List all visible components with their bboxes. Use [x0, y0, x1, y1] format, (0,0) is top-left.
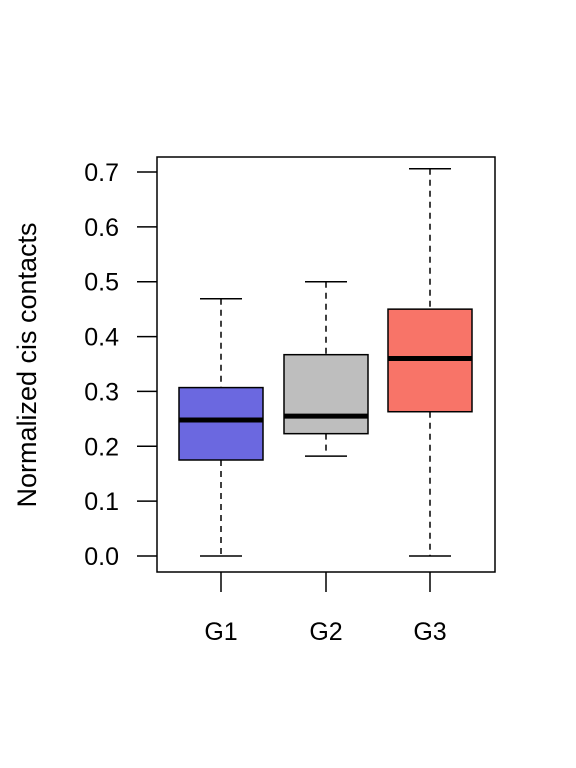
iqr-box: [178, 386, 264, 461]
box-series: [178, 167, 473, 557]
box-g3: [387, 167, 473, 557]
x-tick-label: G3: [413, 618, 446, 646]
y-tick-label: 0.4: [84, 324, 119, 352]
y-tick-label: 0.1: [84, 488, 119, 516]
y-tick-label: 0.5: [84, 269, 119, 297]
box-g2: [283, 280, 369, 457]
box-g1: [178, 297, 264, 557]
y-axis: 0.0 0.1 0.2 0.3 0.4 0.5 0.6 0.7: [84, 159, 157, 571]
y-tick-label: 0.7: [84, 159, 119, 187]
y-tick-label: 0.2: [84, 433, 119, 461]
y-tick-label: 0.0: [84, 543, 119, 571]
y-tick-label: 0.3: [84, 378, 119, 406]
y-tick-label: 0.6: [84, 214, 119, 242]
y-axis-label: Normalized cis contacts: [12, 222, 42, 507]
x-tick-label: G1: [204, 618, 237, 646]
x-tick-label: G2: [309, 618, 342, 646]
iqr-box: [283, 353, 369, 435]
x-axis: G1 G2 G3: [204, 572, 447, 646]
